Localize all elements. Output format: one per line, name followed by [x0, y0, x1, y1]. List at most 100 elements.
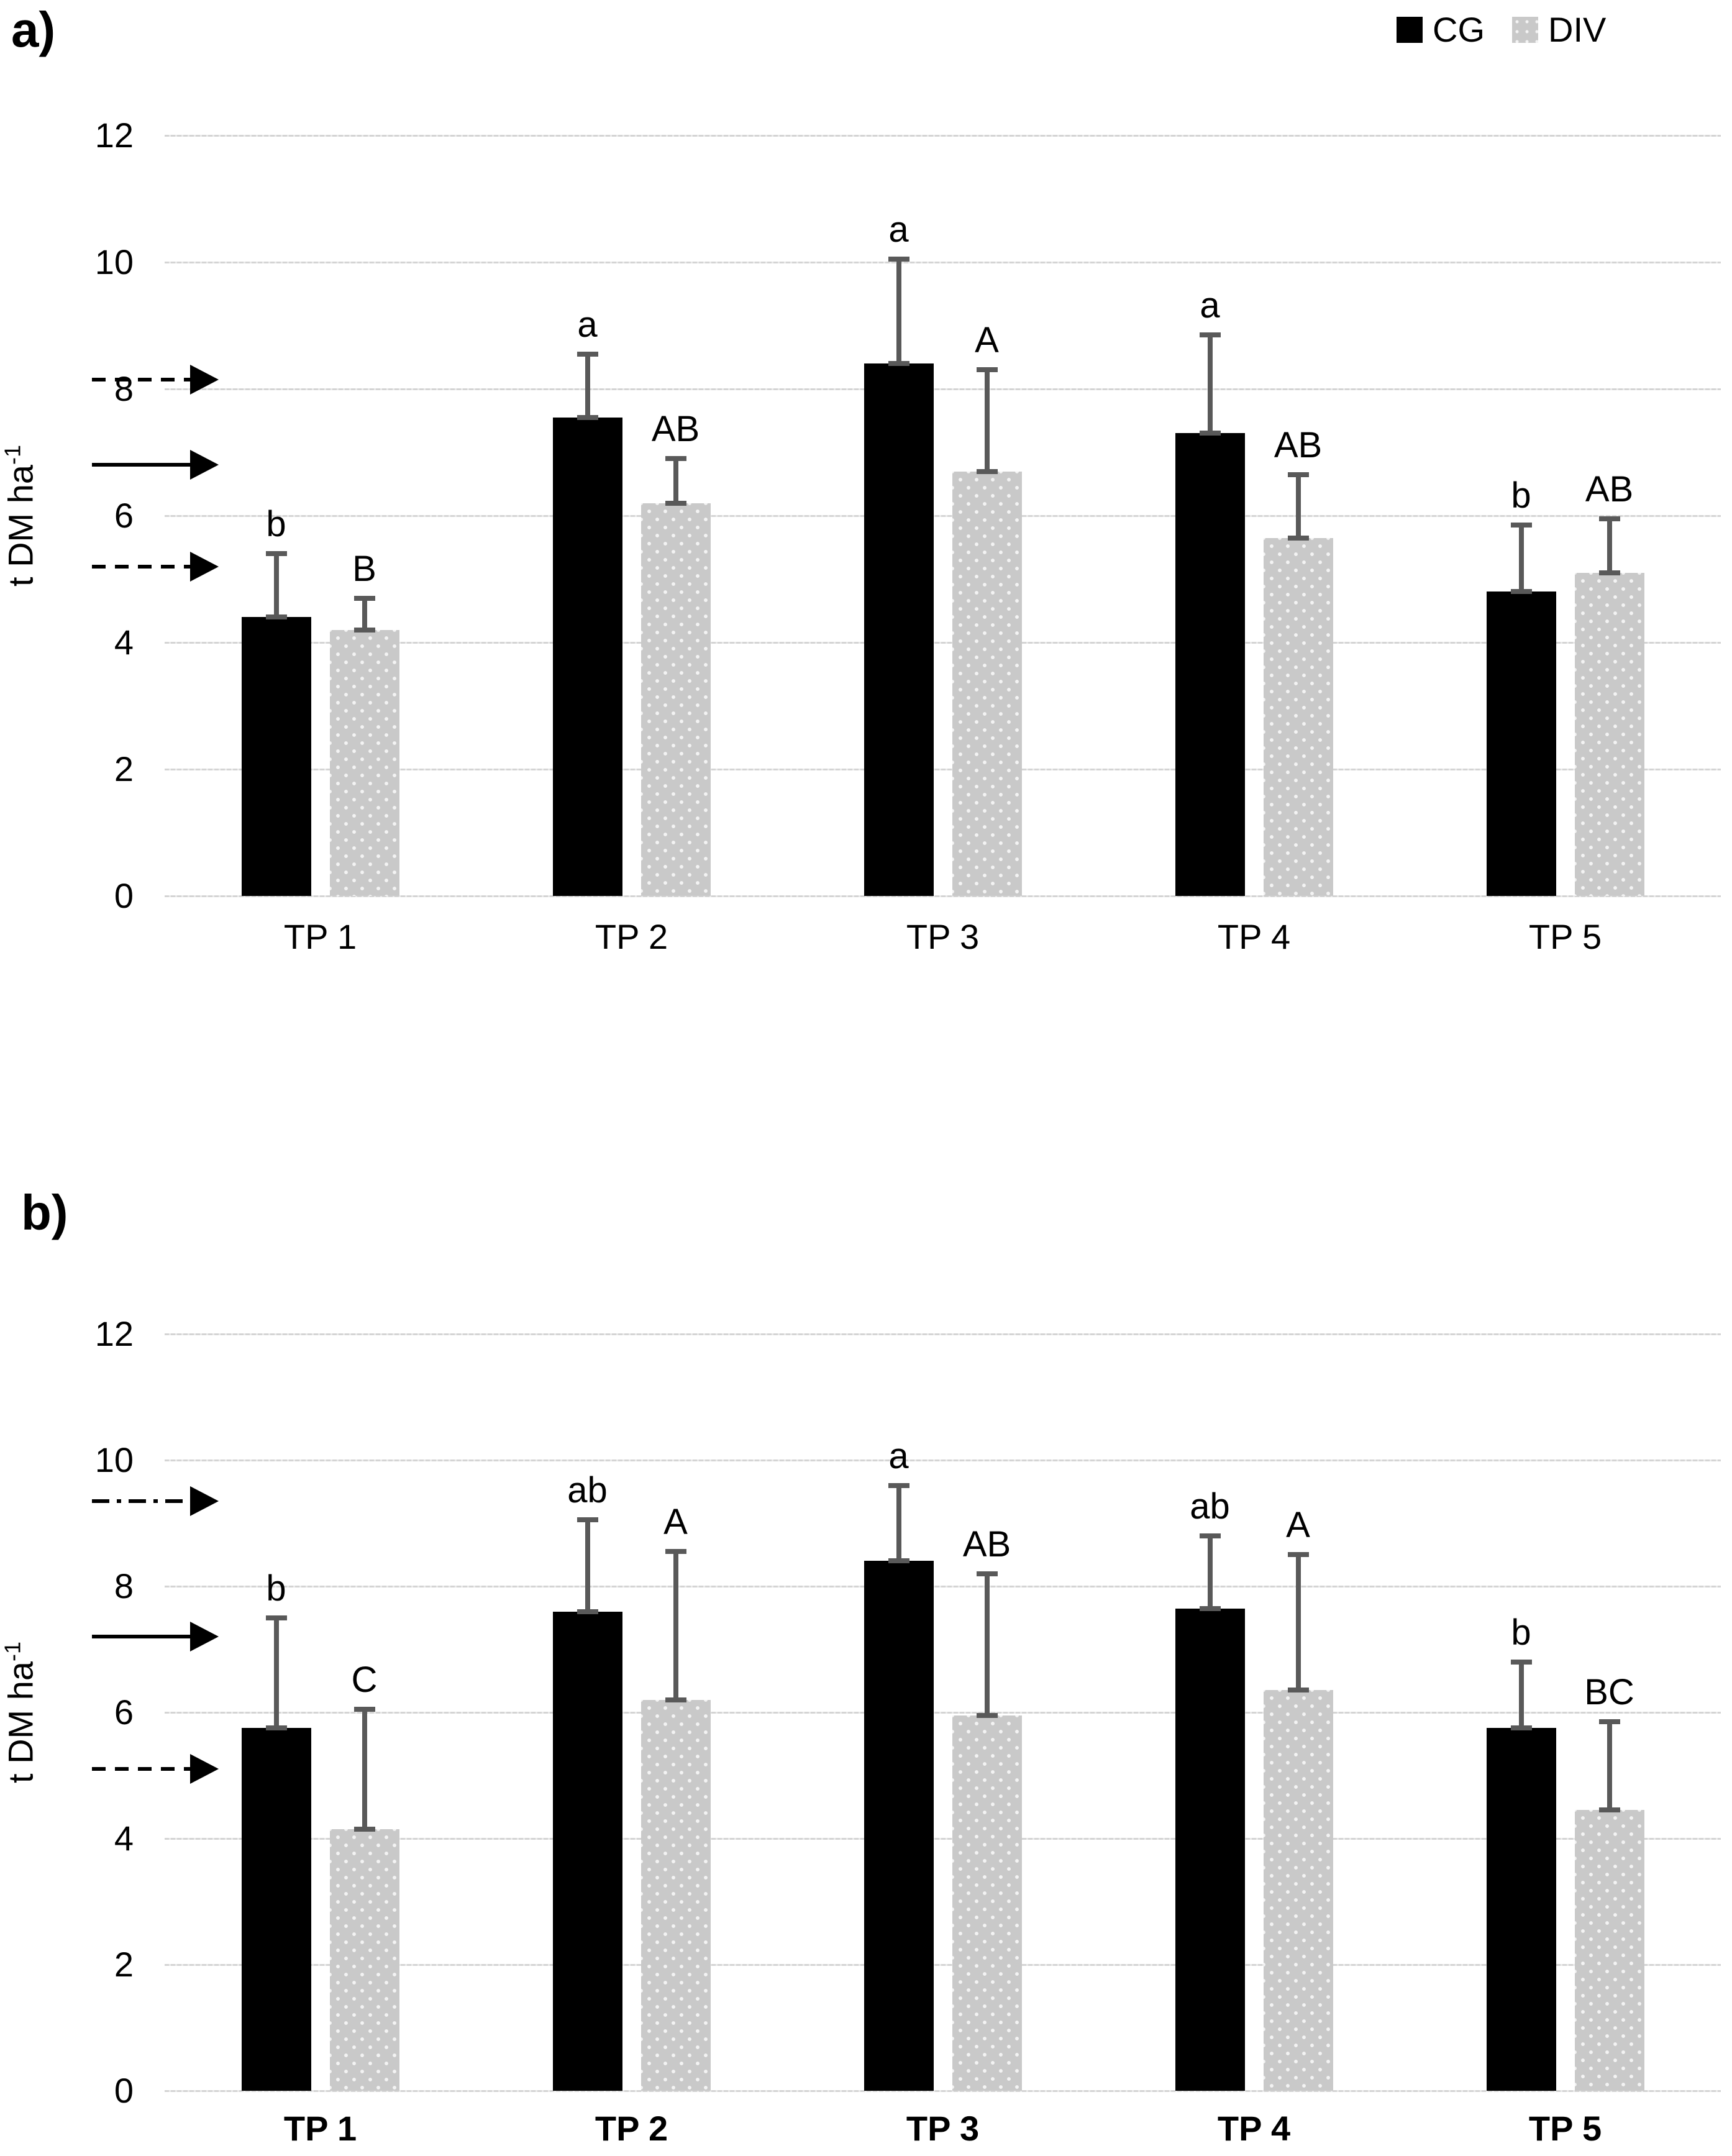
error-bar-top-cap	[577, 1517, 598, 1523]
x-category-label: TP 4	[1217, 2109, 1291, 2148]
panel-letter: a)	[11, 2, 56, 57]
error-bar-bottom-cap	[1199, 1606, 1221, 1611]
gridline	[165, 388, 1721, 390]
legend-item-cg: CG	[1397, 12, 1485, 47]
error-bar-top-cap	[976, 1571, 998, 1576]
significance-letter: a	[1200, 285, 1220, 326]
error-bar-top-cap	[665, 1549, 686, 1555]
error-bar-bottom-cap	[888, 361, 909, 367]
reference-arrow-line	[92, 1635, 190, 1639]
bar-cg	[1486, 592, 1556, 896]
error-bar	[1207, 1535, 1213, 1609]
error-bar-bottom-cap	[353, 1826, 375, 1832]
significance-letter: AB	[962, 1523, 1011, 1564]
div-swatch-icon	[1512, 17, 1538, 43]
x-category-label: TP 3	[906, 2109, 980, 2148]
error-bar-bottom-cap	[1598, 1807, 1620, 1813]
significance-letter: C	[351, 1659, 378, 1700]
significance-letter: AB	[1274, 424, 1323, 465]
error-bar	[896, 258, 901, 364]
reference-arrow-line	[92, 463, 190, 467]
significance-letter: a	[577, 304, 598, 345]
bar-cg	[864, 363, 934, 896]
y-tick-label: 4	[114, 1819, 134, 1858]
x-category-label: TP 3	[906, 917, 980, 956]
significance-letter: B	[352, 548, 376, 589]
x-category-label: TP 1	[283, 2109, 357, 2148]
bar-div	[640, 1699, 711, 2091]
bar-div	[1263, 537, 1333, 896]
legend-item-div: DIV	[1512, 12, 1606, 47]
panel-letter: b)	[21, 1185, 68, 1240]
error-bar-top-cap	[1287, 472, 1309, 477]
y-tick-label: 10	[94, 242, 134, 281]
x-category-label: TP 2	[595, 2109, 668, 2148]
y-tick-label: 0	[114, 876, 134, 915]
gridline	[165, 1712, 1721, 1714]
error-bar	[1607, 1722, 1612, 1811]
reference-arrow-head-icon	[190, 1486, 219, 1516]
bar-cg	[1175, 1608, 1245, 2091]
y-tick-label: 10	[94, 1440, 134, 1479]
error-bar	[362, 598, 367, 630]
bar-div	[640, 503, 711, 896]
error-bar-bottom-cap	[577, 1609, 598, 1614]
x-category-label: TP 5	[1528, 2109, 1602, 2148]
error-bar	[1295, 1555, 1301, 1691]
reference-arrow-head-icon	[190, 450, 219, 480]
error-bar-top-cap	[1199, 332, 1221, 338]
error-bar-top-cap	[353, 1706, 375, 1712]
error-bar-top-cap	[1199, 1533, 1221, 1538]
error-bar-bottom-cap	[265, 614, 287, 620]
bar-cg	[241, 1728, 311, 2091]
error-bar-top-cap	[1598, 516, 1620, 522]
legend-label-cg: CG	[1433, 10, 1485, 49]
significance-letter: b	[266, 504, 286, 545]
error-bar-bottom-cap	[888, 1558, 909, 1564]
reference-arrow-line	[92, 1767, 190, 1771]
error-bar-top-cap	[888, 1482, 909, 1488]
bar-cg	[864, 1561, 934, 2091]
error-bar-top-cap	[353, 595, 375, 601]
y-tick-label: 12	[94, 1314, 134, 1353]
error-bar	[984, 370, 990, 472]
error-bar-top-cap	[265, 1615, 287, 1620]
significance-letter: AB	[1585, 469, 1634, 510]
error-bar	[273, 554, 279, 618]
significance-letter: BC	[1584, 1672, 1634, 1713]
error-bar-top-cap	[665, 456, 686, 462]
bar-div	[1574, 1810, 1644, 2091]
significance-letter: ab	[1190, 1486, 1230, 1527]
error-bar	[896, 1485, 901, 1561]
error-bar	[585, 354, 590, 418]
error-bar-bottom-cap	[265, 1725, 287, 1731]
error-bar-top-cap	[1598, 1719, 1620, 1725]
gridline	[165, 262, 1721, 263]
gridline	[165, 1333, 1721, 1335]
gridline	[165, 2090, 1721, 2092]
y-tick-label: 6	[114, 1692, 134, 1732]
gridline	[165, 769, 1721, 770]
error-bar-top-cap	[577, 351, 598, 357]
significance-letter: A	[975, 320, 999, 361]
error-bar	[1518, 1661, 1524, 1729]
error-bar-bottom-cap	[665, 1697, 686, 1702]
bar-cg	[1175, 433, 1245, 896]
error-bar	[362, 1709, 367, 1829]
significance-letter: A	[663, 1502, 688, 1543]
x-category-label: TP 5	[1528, 917, 1602, 956]
gridline	[165, 1459, 1721, 1461]
significance-letter: a	[888, 209, 909, 250]
gridline	[165, 1838, 1721, 1840]
error-bar	[1207, 335, 1213, 434]
error-bar	[1295, 474, 1301, 538]
error-bar-bottom-cap	[1199, 431, 1221, 436]
error-bar	[1518, 525, 1524, 592]
gridline	[165, 642, 1721, 644]
reference-arrow-line	[92, 564, 190, 569]
error-bar	[984, 1573, 990, 1716]
y-tick-label: 6	[114, 496, 134, 535]
y-tick-label: 2	[114, 1945, 134, 1984]
significance-letter: b	[266, 1568, 286, 1609]
